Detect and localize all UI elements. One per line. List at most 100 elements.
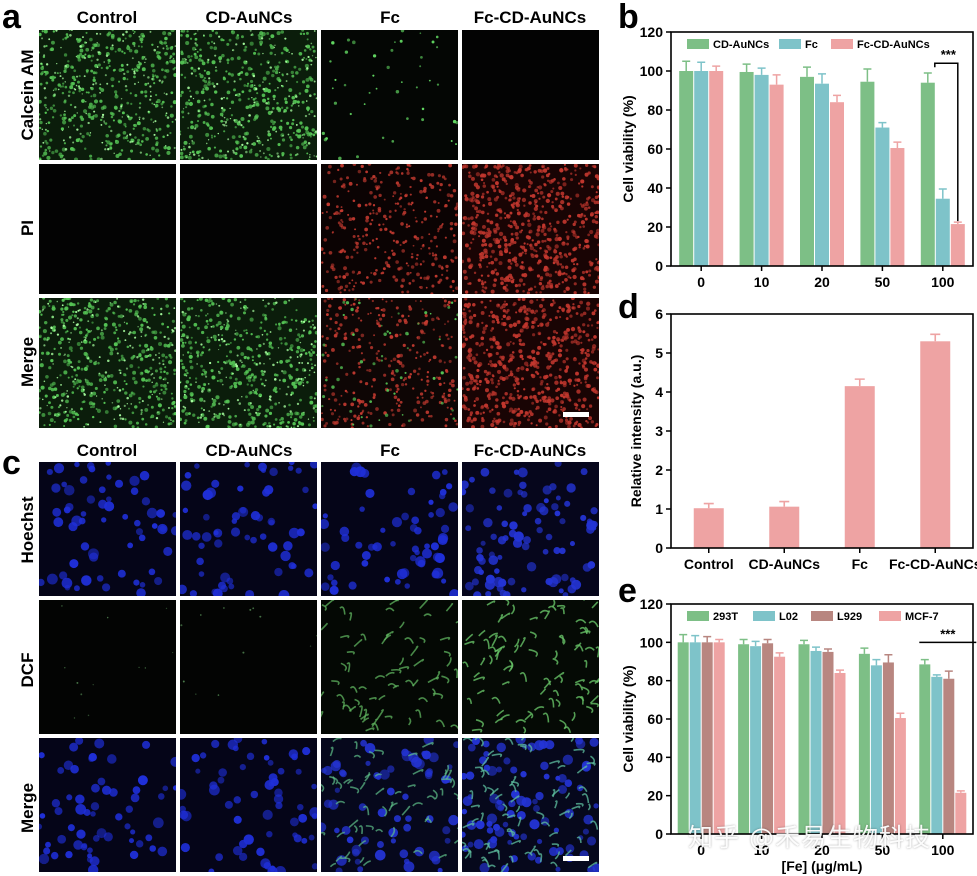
chart-b-errorbar-cd-auncs-20 [803, 66, 811, 77]
chart-d-errorbar-control [703, 502, 714, 509]
chart-e-errorbar-l929-100 [944, 670, 953, 679]
chart-e-errorbar-293t-50 [860, 647, 869, 654]
micrograph-c-merge-fc [321, 738, 458, 872]
chart-e-bar-293t-20 [798, 644, 810, 834]
panel-c-row-merge: Merge [18, 782, 37, 834]
micrograph-c-hoechst-cd-aunc [180, 462, 317, 596]
chart-e-bar-l929-20 [822, 651, 834, 834]
chart-e-errorbar-l929-0 [703, 635, 712, 643]
chart-d-ytick-label-6: 6 [655, 306, 663, 322]
chart-e-xlabel: [Fe] (μg/mL) [782, 858, 863, 874]
chart-b-errorbar-fc-cd-auncs-50 [893, 141, 902, 149]
chart-b-bar-fc-cd-auncs-10 [769, 84, 784, 267]
chart-e-xtick-label-20: 20 [814, 842, 830, 858]
chart-e-errorbar-293t-10 [739, 638, 748, 645]
micrograph-c-dcf-fc [321, 600, 458, 734]
chart-e-ytick-label-80: 80 [647, 673, 663, 689]
chart-e-errorbar-l02-20 [812, 646, 820, 651]
chart-d-errorbar-cd-auncs [779, 500, 790, 507]
chart-b-bar-cd-auncs-10 [739, 71, 754, 266]
chart-b-errorbar-fc-cd-auncs-0 [712, 65, 721, 71]
micrograph-c-merge-cd-aunc [180, 738, 317, 872]
chart-b-ytick-label-80: 80 [647, 102, 663, 118]
chart-e-legend-label-l929: L929 [837, 611, 862, 623]
chart-e-bar-l929-0 [701, 642, 713, 834]
micrograph-a-merge-fc [321, 298, 458, 428]
chart-b-errorbar-fc-50 [878, 121, 887, 128]
chart-d-errorbar-fc-cd-auncs [930, 333, 941, 342]
chart-b-errorbar-fc-cd-auncs-100 [953, 221, 962, 225]
chart-e-bar-mcf-7-0 [713, 642, 725, 834]
panel-a-row-pi: PI [18, 219, 37, 237]
micrograph-c-dcf-cd-aunc [180, 600, 317, 734]
chart-e-errorbar-mcf-7-0 [715, 638, 724, 643]
panel-letter-d: d [618, 288, 639, 326]
chart-b-legend-swatch-fc [779, 39, 801, 49]
chart-e-legend-swatch-293t [687, 611, 709, 621]
chart-e-ytick-label-60: 60 [647, 711, 663, 727]
chart-d-bar-control [693, 508, 724, 548]
chart-b-ytick-label-0: 0 [655, 258, 663, 274]
chart-b-errorbar-cd-auncs-100 [923, 72, 932, 83]
micrograph-c-merge-fc-cd-aunc [462, 738, 599, 872]
chart-e-errorbar-l02-10 [751, 640, 760, 647]
panel-a-image-grid [39, 30, 599, 428]
chart-d-bar-fc-cd-auncs [920, 341, 951, 548]
micrograph-c-hoechst-control [39, 462, 176, 596]
micrograph-a-calcein-cd-aunc [180, 30, 317, 160]
chart-b-xtick-label-100: 100 [931, 274, 955, 290]
chart-e-xtick-label-100: 100 [931, 842, 955, 858]
panel-c-col-control: Control [76, 441, 138, 460]
chart-e-bar-l929-100 [943, 678, 955, 834]
micrograph-a-pi-fc-cd-aunc [462, 164, 599, 294]
chart-d-bar-cd-auncs [769, 506, 800, 548]
chart-b-errorbar-fc-10 [757, 67, 766, 75]
chart-d-xtick-label-fc: Fc [852, 556, 869, 572]
chart-e-bar-l02-50 [870, 665, 882, 834]
chart-d-ytick-label-0: 0 [655, 540, 663, 556]
chart-b-bar-fc-cd-auncs-0 [709, 71, 724, 266]
panel-c-col-cd-aunc: CD-AuNCs [205, 441, 293, 460]
chart-b-xtick-label-0: 0 [697, 274, 705, 290]
panel-c-row-hoechst: Hoechst [18, 496, 37, 564]
chart-d-ylabel: Relative intensity (a.u.) [628, 355, 644, 507]
chart-b-bar-cd-auncs-20 [800, 76, 814, 266]
chart-e-ytick-label-100: 100 [640, 634, 664, 650]
chart-e-bar-mcf-7-10 [774, 656, 786, 834]
chart-e-errorbar-l929-10 [763, 638, 772, 644]
chart-b-bar-cd-auncs-100 [920, 82, 935, 266]
chart-e-bar-mcf-7-100 [955, 792, 967, 834]
chart-b-errorbar-cd-auncs-0 [682, 60, 691, 71]
watermark: 知乎 @禾易生物科技 [688, 823, 931, 852]
chart-b-bar-fc-cd-auncs-20 [830, 102, 844, 266]
micrograph-a-merge-cd-aunc [180, 298, 317, 428]
chart-b-axes-frame [670, 31, 974, 267]
panel-letter-c: c [2, 444, 21, 482]
panel-a-col-fc-cd-aunc: Fc-CD-AuNCs [473, 8, 587, 27]
chart-b-legend-label-fc: Fc [805, 39, 818, 51]
chart-d-ytick-label-2: 2 [655, 462, 663, 478]
chart-e-xtick-label-0: 0 [697, 842, 705, 858]
chart-e-axes-frame [670, 603, 974, 835]
chart-b-ytick-label-60: 60 [647, 141, 663, 157]
chart-b-significance-stars: *** [941, 47, 957, 62]
chart-b-ytick-label-100: 100 [640, 63, 664, 79]
chart-b-legend-label-cd-auncs: CD-AuNCs [713, 39, 769, 51]
panel-a-row-merge: Merge [18, 336, 37, 388]
chart-e-bar-l929-50 [882, 662, 894, 834]
chart-e-bar-mcf-7-20 [834, 673, 846, 834]
chart-d-ytick-label-5: 5 [655, 345, 663, 361]
panel-a-col-cd-aunc: CD-AuNCs [205, 8, 293, 27]
chart-e-legend-label-mcf-7: MCF-7 [905, 611, 939, 623]
chart-e-bar-293t-0 [677, 642, 689, 834]
chart-e-bar-mcf-7-50 [894, 718, 906, 834]
chart-e: 0 20 40 60 80 100 120 0 10 20 50 100 [Fe] (μg/mL) Cel… [620, 596, 977, 874]
micrograph-a-pi-control [39, 164, 176, 294]
chart-d-axes-frame [670, 313, 974, 549]
micrograph-c-hoechst-fc [321, 462, 458, 596]
chart-e-significance-stars: *** [940, 626, 956, 641]
chart-e-legend-label-293t: 293T [713, 611, 738, 623]
chart-b-bar-fc-cd-auncs-100 [950, 224, 965, 266]
chart-b-ytick-label-40: 40 [647, 180, 663, 196]
